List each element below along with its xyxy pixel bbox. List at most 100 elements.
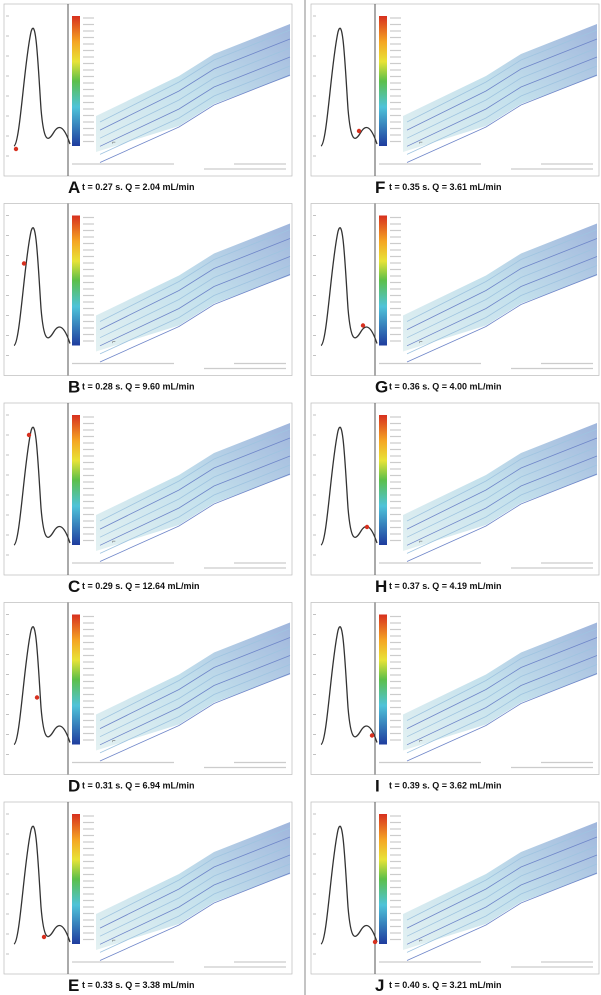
- colorbar: [72, 614, 80, 745]
- streamline: [99, 256, 291, 347]
- colorbar: [72, 16, 80, 146]
- streamline: [406, 256, 598, 347]
- waveform: [13, 825, 71, 945]
- streamline: [99, 827, 291, 921]
- panel-caption: t = 0.35 s. Q = 3.61 mL/min: [389, 182, 502, 192]
- streamline: [99, 47, 291, 139]
- colorbar: [72, 814, 80, 944]
- vessel: [96, 423, 290, 551]
- waveform: [320, 626, 378, 746]
- axis-glyph: ⌐: [112, 539, 116, 545]
- panel-letter: J: [375, 976, 384, 995]
- streamline: [99, 863, 291, 953]
- panel-letter: E: [68, 976, 79, 995]
- streamline: [99, 464, 291, 554]
- streamline: [99, 637, 291, 729]
- panel-letter: H: [375, 577, 387, 596]
- streamline: [406, 655, 598, 746]
- panel-caption: t = 0.40 s. Q = 3.21 mL/min: [389, 980, 502, 990]
- panel-caption: t = 0.33 s. Q = 3.38 mL/min: [82, 980, 195, 990]
- waveform: [13, 27, 71, 147]
- vessel: [403, 223, 597, 352]
- streamline: [406, 65, 598, 155]
- axis-glyph: ⌐: [419, 539, 423, 545]
- streamline: [99, 229, 291, 322]
- panel-caption: t = 0.29 s. Q = 12.64 mL/min: [82, 581, 200, 591]
- streamline: [406, 247, 598, 339]
- vessel: [403, 622, 597, 751]
- streamline: [99, 274, 291, 363]
- axis-glyph: ⌐: [419, 140, 423, 146]
- streamline: [99, 455, 291, 546]
- panel-letter: A: [68, 178, 80, 197]
- panel: ⌐ E t = 0.33 s. Q = 3.38 mL/min: [3, 801, 293, 995]
- panel-caption: t = 0.36 s. Q = 4.00 mL/min: [389, 382, 502, 392]
- streamline: [406, 854, 598, 945]
- waveform: [13, 626, 71, 746]
- axis-glyph: ⌐: [419, 340, 423, 346]
- axis-glyph: ⌐: [112, 938, 116, 944]
- streamline: [99, 646, 291, 738]
- colorbar: [379, 215, 387, 346]
- waveform: [320, 227, 378, 347]
- streamline: [99, 836, 291, 929]
- streamline: [406, 827, 598, 921]
- colorbar: [72, 215, 80, 346]
- time-marker: [364, 524, 370, 530]
- streamline: [99, 29, 291, 123]
- streamline: [99, 664, 291, 754]
- streamline: [406, 464, 598, 554]
- streamline: [406, 673, 598, 762]
- streamline: [406, 38, 598, 131]
- streamline: [406, 473, 598, 562]
- streamline: [99, 628, 291, 721]
- panel: ⌐ H t = 0.37 s. Q = 4.19 mL/min: [310, 402, 600, 596]
- streamline: [99, 655, 291, 746]
- streamline: [406, 229, 598, 322]
- panel-letter: B: [68, 378, 80, 397]
- panel: ⌐ B t = 0.28 s. Q = 9.60 mL/min: [3, 203, 293, 397]
- panel-caption: t = 0.27 s. Q = 2.04 mL/min: [82, 182, 195, 192]
- streamline: [99, 437, 291, 530]
- streamline: [99, 845, 291, 937]
- vessel: [96, 24, 290, 152]
- streamline: [406, 29, 598, 123]
- panel-caption: t = 0.31 s. Q = 6.94 mL/min: [82, 781, 195, 791]
- time-marker: [356, 128, 362, 134]
- vessel: [403, 24, 597, 152]
- streamline: [406, 238, 598, 330]
- waveform: [320, 27, 378, 147]
- streamline: [99, 872, 291, 961]
- streamline: [99, 673, 291, 762]
- panel: ⌐ F t = 0.35 s. Q = 3.61 mL/min: [310, 3, 600, 197]
- streamline: [406, 637, 598, 729]
- time-marker: [41, 934, 47, 940]
- vessel: [96, 622, 290, 751]
- streamline: [406, 446, 598, 538]
- axis-glyph: ⌐: [419, 739, 423, 745]
- panel: ⌐ C t = 0.29 s. Q = 12.64 mL/min: [3, 402, 293, 596]
- axis-glyph: ⌐: [112, 340, 116, 346]
- streamline: [99, 38, 291, 131]
- waveform: [13, 227, 71, 347]
- panel: ⌐ G t = 0.36 s. Q = 4.00 mL/min: [310, 203, 600, 397]
- panel-letter: I: [375, 777, 380, 796]
- time-marker: [372, 939, 378, 945]
- panel-letter: F: [375, 178, 385, 197]
- streamline: [99, 446, 291, 538]
- streamline: [99, 265, 291, 355]
- streamline: [99, 65, 291, 155]
- vessel: [96, 223, 290, 352]
- colorbar: [72, 415, 80, 545]
- waveform: [13, 426, 71, 546]
- streamline: [406, 56, 598, 147]
- panel-caption: t = 0.28 s. Q = 9.60 mL/min: [82, 382, 195, 392]
- axis-glyph: ⌐: [112, 140, 116, 146]
- streamline: [406, 863, 598, 953]
- vessel: [96, 822, 290, 950]
- streamline: [99, 56, 291, 147]
- streamline: [406, 872, 598, 961]
- colorbar: [379, 614, 387, 745]
- time-marker: [34, 695, 40, 700]
